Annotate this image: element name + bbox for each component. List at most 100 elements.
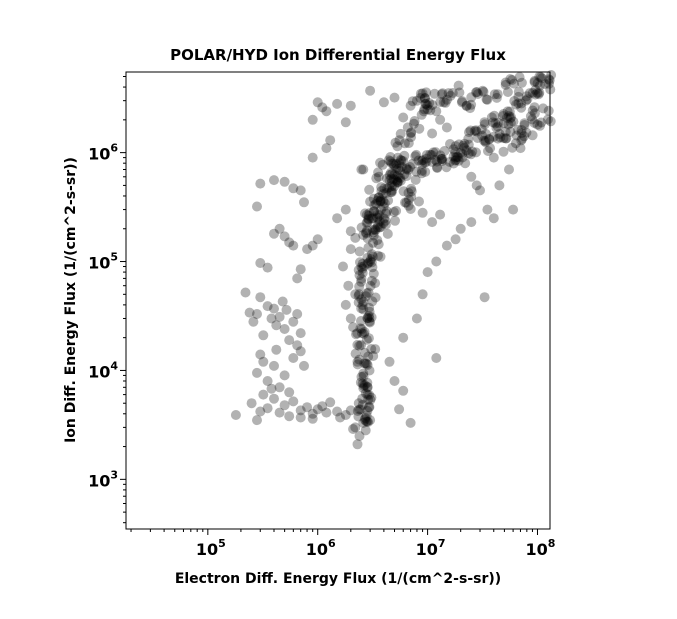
data-point <box>387 168 398 179</box>
data-point <box>406 186 417 197</box>
data-point <box>431 256 442 267</box>
data-point <box>534 80 545 91</box>
data-point <box>378 189 388 199</box>
data-point <box>375 157 386 168</box>
data-point <box>373 192 384 203</box>
data-point <box>374 210 385 221</box>
data-point <box>465 149 476 160</box>
data-point <box>498 118 509 129</box>
data-point <box>378 97 389 108</box>
data-point <box>396 155 407 166</box>
data-point <box>516 135 527 146</box>
data-point <box>422 267 433 278</box>
data-point <box>481 94 492 105</box>
data-point <box>369 224 380 235</box>
data-point <box>248 316 259 327</box>
data-point <box>510 138 521 149</box>
data-point <box>361 228 372 239</box>
data-point <box>365 256 376 267</box>
data-point <box>508 116 519 127</box>
data-point <box>500 133 511 144</box>
data-point <box>530 84 541 95</box>
data-point <box>534 120 545 131</box>
data-point <box>450 155 461 166</box>
data-point <box>426 156 437 167</box>
data-point <box>364 317 375 328</box>
data-point <box>364 302 375 313</box>
data-point <box>359 380 370 391</box>
data-point <box>422 104 433 115</box>
data-point <box>406 191 417 202</box>
data-point <box>281 304 292 315</box>
data-point <box>335 412 346 423</box>
data-point <box>387 180 398 191</box>
data-point <box>358 417 369 428</box>
data-point <box>413 155 424 166</box>
data-point <box>513 124 524 135</box>
data-point <box>461 100 472 111</box>
data-point <box>364 365 375 376</box>
data-point <box>292 273 303 284</box>
data-point <box>480 137 491 148</box>
data-point <box>398 186 409 197</box>
data-point <box>490 118 501 129</box>
data-point <box>284 411 295 422</box>
data-point <box>372 222 383 233</box>
data-point <box>398 156 409 166</box>
data-point <box>476 124 487 135</box>
data-point <box>367 251 378 262</box>
data-point <box>388 174 399 185</box>
data-point <box>368 213 379 224</box>
data-point <box>493 117 504 128</box>
data-point <box>399 150 410 161</box>
data-point <box>511 99 522 110</box>
data-point <box>345 313 356 324</box>
data-point <box>355 257 365 268</box>
data-point <box>366 344 377 354</box>
data-point <box>332 98 343 109</box>
data-point <box>516 102 527 113</box>
data-point <box>386 185 397 196</box>
data-point <box>362 313 373 323</box>
data-point <box>407 96 418 107</box>
data-point <box>258 356 269 367</box>
data-point <box>258 330 269 341</box>
data-point <box>332 213 343 224</box>
data-point <box>274 407 285 418</box>
data-point <box>420 99 431 109</box>
data-point <box>456 97 467 108</box>
data-point <box>379 213 389 224</box>
data-point <box>507 75 518 85</box>
data-point <box>386 187 396 198</box>
data-point <box>244 307 255 318</box>
data-point <box>381 208 391 219</box>
data-point <box>391 159 402 169</box>
data-point <box>353 290 364 301</box>
data-point <box>385 152 396 162</box>
data-point <box>351 329 361 340</box>
data-point <box>262 262 273 273</box>
data-point <box>427 217 438 228</box>
data-point <box>454 139 464 150</box>
data-point <box>532 88 543 98</box>
data-point <box>363 333 374 344</box>
data-point <box>503 119 514 130</box>
data-point <box>421 98 431 109</box>
data-point <box>368 268 379 279</box>
data-point <box>504 111 514 121</box>
data-point <box>440 97 451 108</box>
data-point <box>443 88 454 99</box>
data-point <box>401 171 412 181</box>
data-point <box>475 185 485 196</box>
data-point <box>545 84 556 95</box>
data-point <box>362 377 373 388</box>
data-point <box>421 87 432 98</box>
data-point <box>374 222 385 233</box>
data-point <box>411 149 422 160</box>
data-point <box>386 177 397 188</box>
data-point <box>288 316 299 327</box>
data-point <box>498 146 509 157</box>
x-tick-label: 108 <box>526 537 556 559</box>
data-point <box>395 154 406 165</box>
